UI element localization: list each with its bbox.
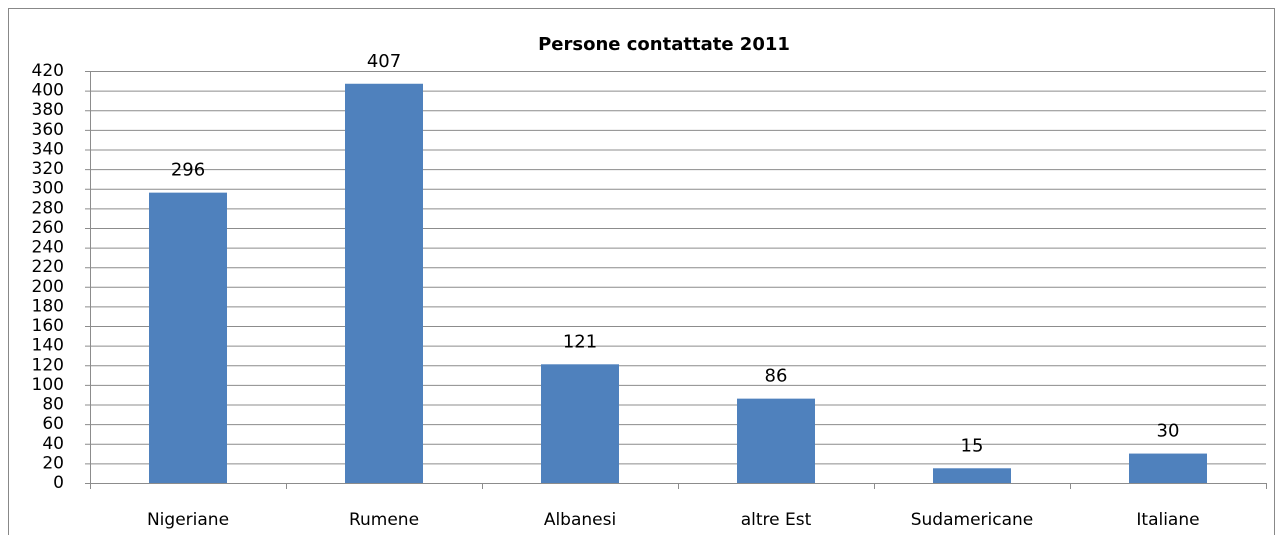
y-tick-label: 80	[42, 395, 64, 415]
y-tick-label: 340	[32, 139, 64, 159]
y-tick-label: 360	[32, 120, 64, 140]
chart-title: Persone contattate 2011	[538, 34, 790, 55]
y-tick-label: 280	[32, 198, 64, 218]
x-tick-label: Italiane	[1136, 510, 1199, 530]
y-tick-label: 400	[32, 81, 64, 101]
data-label: 296	[171, 160, 205, 181]
data-label: 86	[765, 366, 788, 387]
y-tick-label: 180	[32, 296, 64, 316]
x-tick-label: altre Est	[741, 510, 812, 530]
y-tick-label: 0	[53, 473, 64, 493]
y-tick-label: 300	[32, 179, 64, 199]
y-tick-label: 160	[32, 316, 64, 336]
y-tick-label: 120	[32, 355, 64, 375]
data-label: 407	[367, 51, 401, 72]
bar	[1129, 453, 1207, 483]
y-tick-label: 220	[32, 257, 64, 277]
x-tick-label: Rumene	[349, 510, 419, 530]
data-label: 121	[563, 331, 597, 352]
data-label: 30	[1157, 421, 1180, 442]
y-tick-label: 100	[32, 375, 64, 395]
bar	[933, 468, 1011, 483]
y-tick-label: 20	[42, 453, 64, 473]
y-tick-label: 240	[32, 238, 64, 258]
y-tick-label: 260	[32, 218, 64, 238]
y-tick-label: 420	[32, 61, 64, 81]
y-tick-label: 40	[42, 434, 64, 454]
bar	[345, 83, 423, 483]
y-tick-label: 380	[32, 100, 64, 120]
x-tick-label: Albanesi	[544, 510, 616, 530]
y-tick-label: 140	[32, 336, 64, 356]
y-tick-label: 200	[32, 277, 64, 297]
y-tick-label: 60	[42, 414, 64, 434]
bar	[737, 398, 815, 483]
x-tick-label: Sudamericane	[911, 510, 1034, 530]
x-tick-label: Nigeriane	[147, 510, 229, 530]
data-label: 15	[961, 435, 984, 456]
bar	[149, 192, 227, 483]
bar	[541, 364, 619, 483]
y-tick-label: 320	[32, 159, 64, 179]
